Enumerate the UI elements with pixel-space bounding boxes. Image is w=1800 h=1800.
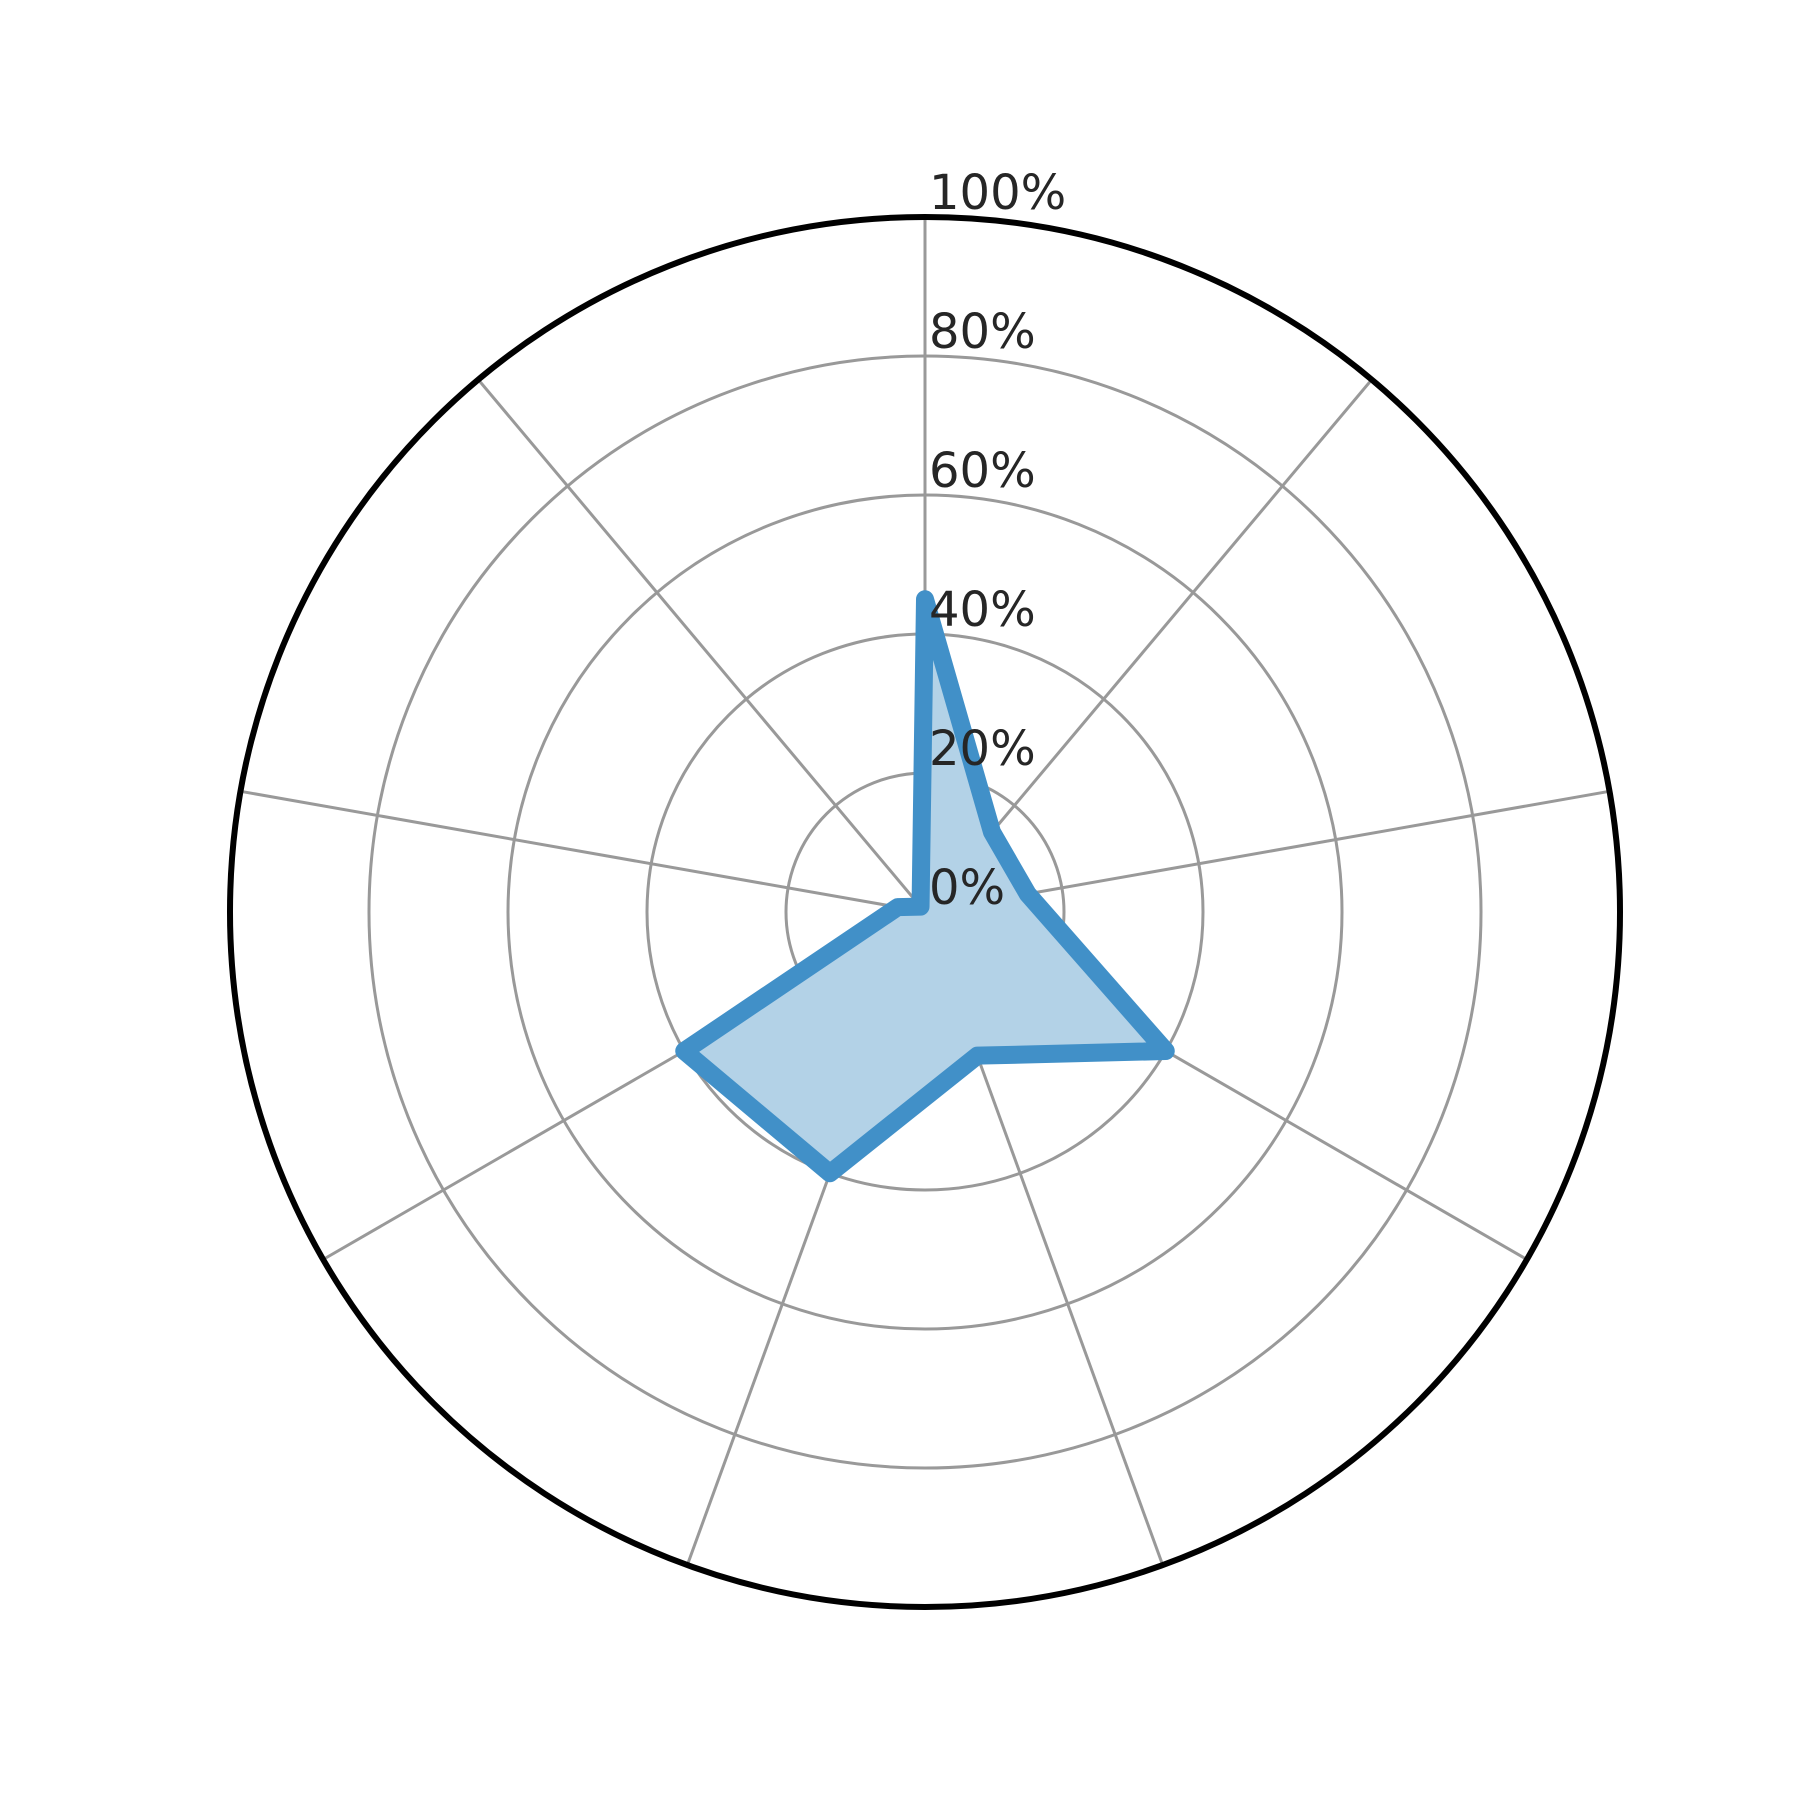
r-tick-label-40: 40% <box>929 582 1036 638</box>
r-tick-label-0: 0% <box>929 860 1005 916</box>
outer-circle <box>227 214 1623 1610</box>
r-tick-label-60: 60% <box>929 443 1036 499</box>
r-tick-label-100: 100% <box>929 165 1066 221</box>
spoke-9 <box>477 378 927 913</box>
polar-frame <box>227 214 1623 1610</box>
r-tick-label-80: 80% <box>929 304 1036 360</box>
spoke-3 <box>924 789 1610 914</box>
spoke-8 <box>240 789 926 914</box>
series-1-line <box>675 590 1175 1183</box>
series-layer <box>675 590 1175 1183</box>
r-tick-label-20: 20% <box>929 721 1036 777</box>
spoke-2 <box>923 378 1373 913</box>
radial-tick-labels: 0% 20% 40% 60% 80% 100% <box>929 165 1066 916</box>
